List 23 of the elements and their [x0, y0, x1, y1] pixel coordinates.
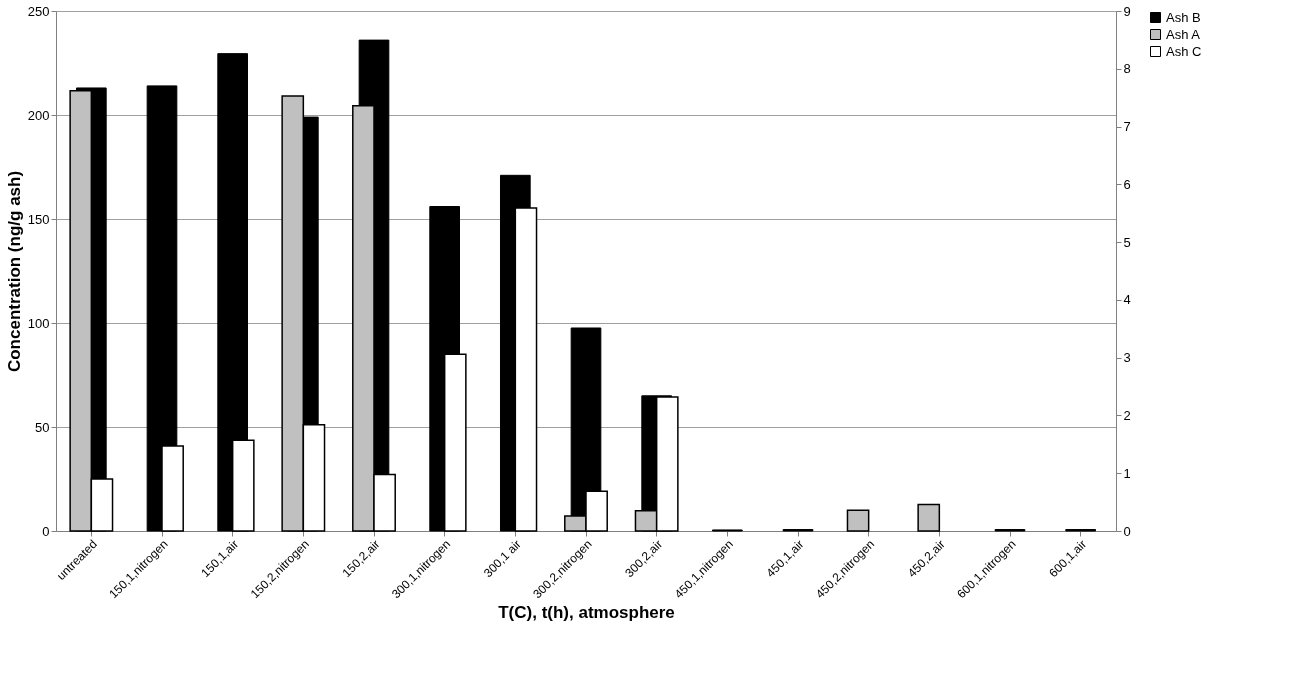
y-tick-label: 0 — [42, 523, 50, 539]
y2-tick-label: 2 — [1123, 407, 1131, 423]
bar — [917, 503, 941, 532]
y2-tick-label: 8 — [1123, 61, 1131, 77]
y2-tick-label: 9 — [1123, 3, 1131, 19]
legend-label: Ash B — [1166, 9, 1201, 25]
y2-tick-label: 3 — [1123, 350, 1131, 366]
y-tick-label: 200 — [27, 107, 50, 123]
y2-tick-label: 6 — [1123, 176, 1131, 192]
y-tick-label: 100 — [27, 315, 50, 331]
y2-tick-label: 7 — [1123, 119, 1131, 135]
y2-tick-label: 4 — [1123, 292, 1131, 308]
legend-label: Ash C — [1166, 43, 1202, 59]
y-tick-label: 250 — [27, 3, 50, 19]
y-axis-title: Concentration (ng/g ash) — [4, 170, 24, 373]
legend-label: Ash A — [1166, 26, 1201, 42]
x-axis-title: T(C), t(h), atmosphere — [498, 602, 675, 622]
bar — [846, 509, 870, 532]
y2-tick-label: 1 — [1123, 465, 1131, 481]
y2-tick-label: 0 — [1123, 523, 1131, 539]
y-tick-label: 50 — [35, 419, 50, 435]
y-tick-label: 150 — [27, 211, 50, 227]
y2-tick-label: 5 — [1123, 234, 1131, 250]
